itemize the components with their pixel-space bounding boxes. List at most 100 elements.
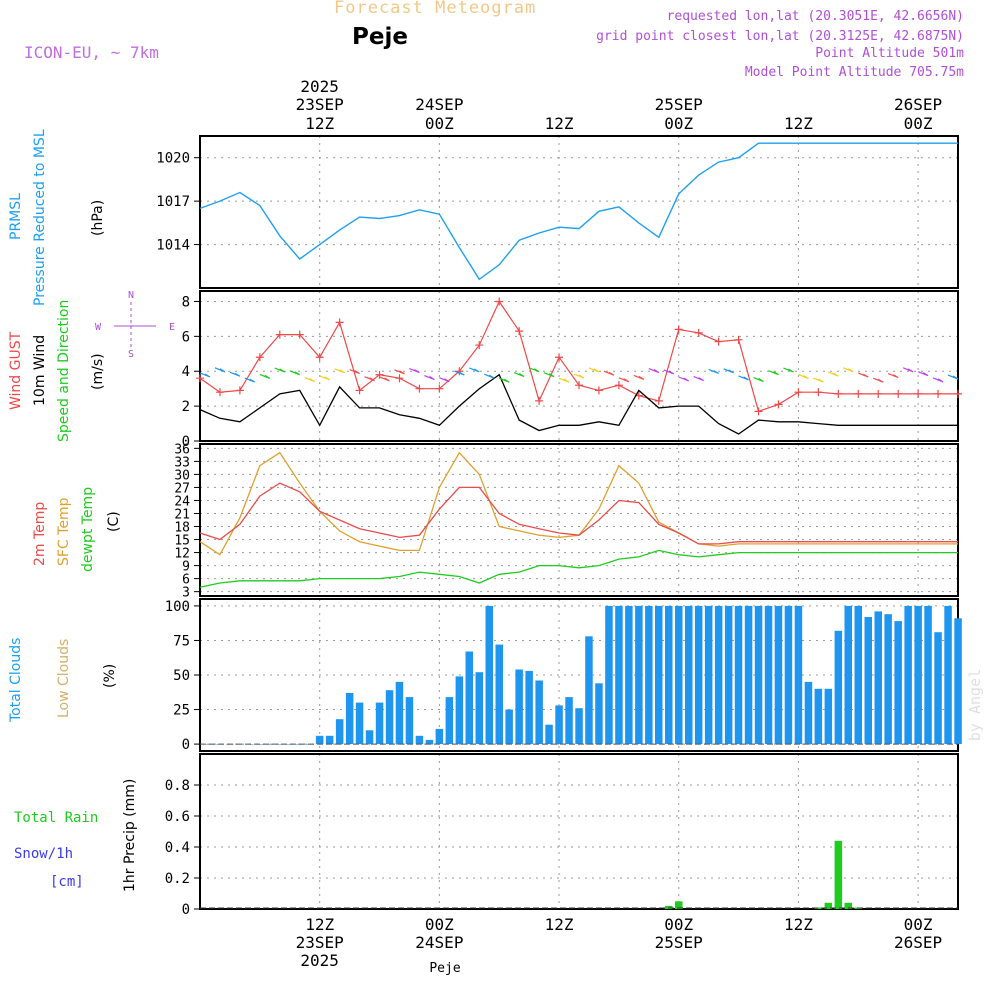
total-cloud-bar <box>714 605 723 745</box>
wind-direction-arrow <box>678 376 690 382</box>
gust-point <box>515 327 524 336</box>
wind-direction-arrow <box>843 367 854 373</box>
wind-direction-arrow <box>813 377 824 383</box>
wind-direction-arrow <box>887 373 899 379</box>
gust-point <box>594 386 603 395</box>
rain-label: Total Rain <box>14 810 99 826</box>
total-cloud-bar <box>824 688 833 745</box>
total-cloud-bar <box>575 708 583 745</box>
total-cloud-bar <box>535 680 543 745</box>
gust-point <box>255 353 264 362</box>
temp-2m-line <box>199 482 958 545</box>
ytick-label: 2 <box>182 399 190 415</box>
total-cloud-bar <box>645 605 653 745</box>
wind-direction-arrow <box>708 368 719 375</box>
wind-direction-arrow <box>932 377 944 383</box>
wind-direction-arrow <box>469 367 480 373</box>
gust-point <box>555 353 564 362</box>
wind-10m-line <box>199 373 958 435</box>
wind-direction-arrow <box>648 367 660 374</box>
wind-direction-arrow <box>229 371 241 377</box>
gust-point <box>794 388 803 397</box>
total-cloud-bar <box>595 683 603 745</box>
total-cloud-bar <box>385 690 394 745</box>
total-cloud-bar <box>525 670 533 745</box>
gust-point <box>295 330 304 339</box>
gust-point <box>355 386 364 395</box>
total-cloud-bar <box>485 605 493 745</box>
wind-direction-arrow <box>768 370 779 376</box>
total-cloud-bar <box>585 636 593 745</box>
total-cloud-bar <box>685 605 693 745</box>
watermark: by Angel <box>966 669 984 741</box>
wind-direction-arrow <box>424 374 435 381</box>
ytick-label: 6 <box>182 329 190 345</box>
total-cloud-bar <box>894 621 902 745</box>
meteogram-title: Forecast Meteogram <box>334 0 537 18</box>
gust-point <box>575 381 583 390</box>
wind-direction-arrow <box>513 371 525 378</box>
ytick-label: 18 <box>174 521 190 536</box>
rain-bar <box>844 902 852 909</box>
bottom-time-label: 00Z <box>425 915 454 934</box>
ytick-label: 15 <box>174 534 190 549</box>
panel-1: 1014 1017 1020 <box>156 135 959 289</box>
panel-frame <box>199 443 959 597</box>
top-date-label: 23SEP <box>296 95 344 114</box>
total-cloud-bar <box>854 605 862 745</box>
total-cloud-bar <box>435 728 444 745</box>
ytick-label: 21 <box>174 507 190 522</box>
total-cloud-bar <box>704 605 713 745</box>
bottom-time-label: 00Z <box>664 915 693 934</box>
total-cloud-bar <box>944 605 952 745</box>
wind-direction-arrow <box>947 374 959 380</box>
top-time-label: 12Z <box>545 114 574 133</box>
gust-point <box>315 353 324 362</box>
ytick-label: 25 <box>173 703 190 719</box>
wind-direction-arrow <box>439 377 450 383</box>
requested-coords: requested lon,lat (20.3051E, 42.6656N) <box>666 9 964 24</box>
total-cloud-bar <box>565 697 573 745</box>
ytick-label: 12 <box>174 547 190 562</box>
wind-direction-arrow <box>902 367 914 373</box>
total-cloud-bar <box>555 705 563 745</box>
ytick-label: 0.4 <box>165 840 190 856</box>
ytick-label: 1020 <box>156 151 190 167</box>
ytick-label: 8 <box>182 294 190 310</box>
panel-2: 0 2 4 6 8 <box>182 290 959 450</box>
rain-bar <box>824 902 833 909</box>
gust-point <box>614 381 623 390</box>
ytick-label: 75 <box>173 633 190 649</box>
compass-e-label: E <box>169 322 175 333</box>
bottom-date-label: 25SEP <box>655 933 703 952</box>
gust-point <box>934 389 943 398</box>
total-cloud-bar <box>505 709 513 744</box>
ytick-label: 0 <box>182 737 190 753</box>
total-cloud-bar <box>844 605 852 745</box>
wind-direction-arrow <box>558 377 570 383</box>
panel-frame <box>199 753 959 910</box>
total-cloud-bar <box>375 702 384 745</box>
wind-direction-arrow <box>274 367 286 373</box>
wind-direction-arrow <box>693 376 705 382</box>
compass-s-label: S <box>128 349 134 360</box>
wind-direction-arrow <box>618 377 630 383</box>
total-cloud-bar <box>675 605 683 745</box>
rain-bar <box>665 905 673 909</box>
wind-direction-arrow <box>364 376 375 382</box>
total-cloud-bar <box>914 605 922 745</box>
total-cloud-bar <box>625 605 633 745</box>
top-date-label: 26SEP <box>894 95 942 114</box>
gust-point <box>674 325 683 334</box>
snow-unit-label: [cm] <box>50 874 84 890</box>
ytick-label: 0.6 <box>165 809 190 825</box>
total-cloud-bar <box>315 735 324 745</box>
top-date-label: 25SEP <box>655 95 703 114</box>
total-cloud-bar <box>276 744 284 745</box>
gust-point <box>215 388 224 397</box>
wind-direction-arrow <box>349 369 360 375</box>
bottom-date-label: 26SEP <box>894 933 942 952</box>
wind-direction-arrow <box>409 368 420 374</box>
gust-point <box>714 337 723 346</box>
total-cloud-bar <box>794 605 803 745</box>
